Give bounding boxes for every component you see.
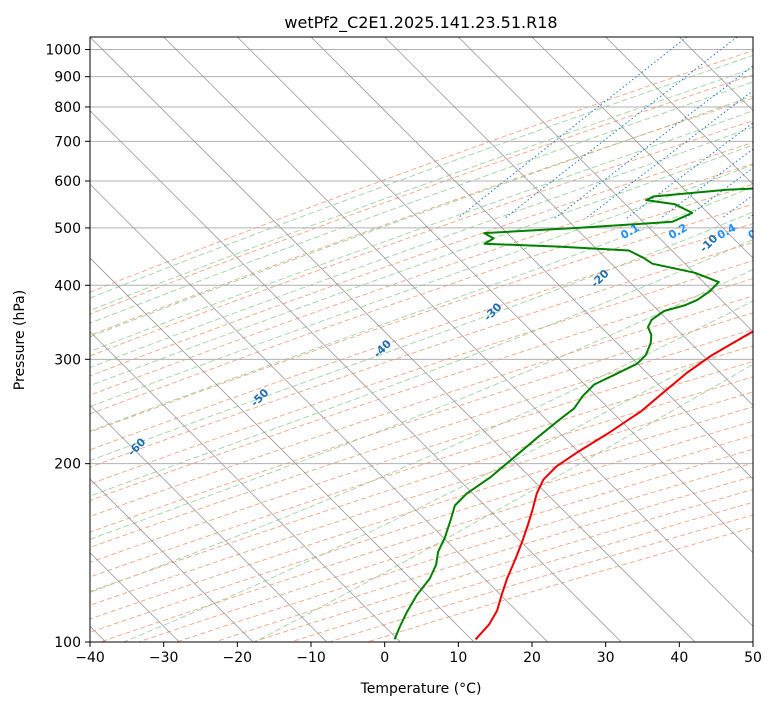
y-tick-label: 300	[54, 352, 81, 368]
isotherm-line	[90, 404, 327, 642]
y-tick-label: 1000	[45, 43, 81, 59]
x-tick-label: 30	[597, 650, 615, 666]
dry-adiabat-line	[90, 360, 753, 578]
dry-adiabat-line	[90, 278, 753, 501]
x-tick-label: −30	[149, 650, 179, 666]
dry-adiabat-line	[90, 241, 753, 468]
isotherm-line	[90, 331, 401, 642]
isotherm-line	[163, 37, 753, 627]
dewpoint-line	[393, 187, 753, 640]
y-tick-label: 800	[54, 100, 81, 116]
x-tick-label: −10	[296, 650, 326, 666]
moist-adiabat-line	[90, 95, 753, 338]
dry-adiabat-line	[290, 501, 753, 642]
x-tick-label: −40	[75, 650, 105, 666]
isotherm-grid	[90, 37, 753, 642]
dry-adiabat-line	[90, 142, 753, 377]
dry-adiabat-line	[90, 183, 753, 415]
dry-adiabat-line	[90, 391, 753, 606]
chart-title: wetPf2_C2E1.2025.141.23.51.R18	[284, 13, 557, 33]
plot-frame	[89, 36, 754, 643]
moist-adiabat-line	[90, 67, 753, 311]
isotherm-line	[310, 37, 753, 480]
mixing-ratio-line	[554, 65, 753, 219]
isotherm-line	[90, 257, 475, 642]
moist-adiabat-line	[254, 363, 753, 642]
x-axis-label: Temperature (°C)	[360, 681, 482, 697]
dry-adiabat-line	[90, 345, 753, 563]
dry-adiabats	[90, 50, 753, 642]
moist-adiabat-line	[90, 110, 753, 352]
x-tick-label: 10	[449, 650, 467, 666]
isotherm-line	[90, 37, 696, 642]
y-tick-label: 200	[54, 457, 81, 473]
x-tick-label: −20	[223, 650, 253, 666]
dry-adiabat-line	[90, 328, 753, 548]
dry-adiabat-line	[90, 120, 753, 357]
isotherm-line	[90, 110, 622, 642]
y-tick-label: 700	[54, 134, 81, 150]
x-tick-label: 0	[380, 650, 389, 666]
temperature-line	[474, 330, 753, 641]
y-tick-label: 400	[54, 278, 81, 294]
x-axis: −40 −30 −20 −10 0 10 20 30 40 50	[75, 642, 762, 666]
moist-adiabat-line	[90, 81, 753, 324]
dry-adiabat-line	[138, 448, 753, 642]
moist-adiabats	[90, 54, 753, 642]
x-tick-label: 20	[523, 650, 541, 666]
isotherm-line	[384, 37, 753, 406]
isotherm-line	[531, 37, 753, 259]
x-tick-label: 40	[670, 650, 688, 666]
dry-adiabat-line	[252, 489, 753, 642]
isotherm-line	[90, 478, 254, 642]
y-tick-label: 600	[54, 174, 81, 190]
sounding-series	[393, 187, 753, 641]
y-axis-label: Pressure (hPa)	[12, 290, 28, 390]
isotherm-line	[605, 37, 753, 185]
y-tick-label: 500	[54, 221, 81, 237]
dry-adiabat-line	[176, 462, 753, 642]
isotherm-line	[237, 37, 753, 554]
mixing-ratio-line	[504, 37, 738, 219]
dry-adiabat-line	[90, 163, 753, 396]
moist-adiabat-line	[90, 54, 753, 299]
x-tick-label: 50	[744, 650, 762, 666]
y-tick-label: 100	[54, 635, 81, 651]
y-axis: 1000 900 800 700 600 500 400 300 200 100	[45, 43, 90, 651]
dry-adiabat-line	[90, 203, 753, 433]
moist-adiabat-line	[90, 164, 753, 408]
isotherm-line	[90, 183, 548, 642]
dry-adiabat-line	[90, 312, 753, 533]
mixing-ratio-line	[625, 122, 753, 219]
dry-adiabat-line	[214, 475, 753, 642]
y-tick-label: 900	[54, 70, 81, 86]
mixing-ratio-line	[457, 37, 688, 219]
mixing-ratio-lines	[457, 37, 753, 219]
dry-adiabat-line	[90, 376, 753, 592]
moist-adiabat-line	[90, 126, 753, 369]
mixing-ratio-label: 0.6	[746, 221, 770, 242]
isotherm-line	[458, 37, 753, 333]
moist-adiabat-line	[90, 211, 753, 461]
